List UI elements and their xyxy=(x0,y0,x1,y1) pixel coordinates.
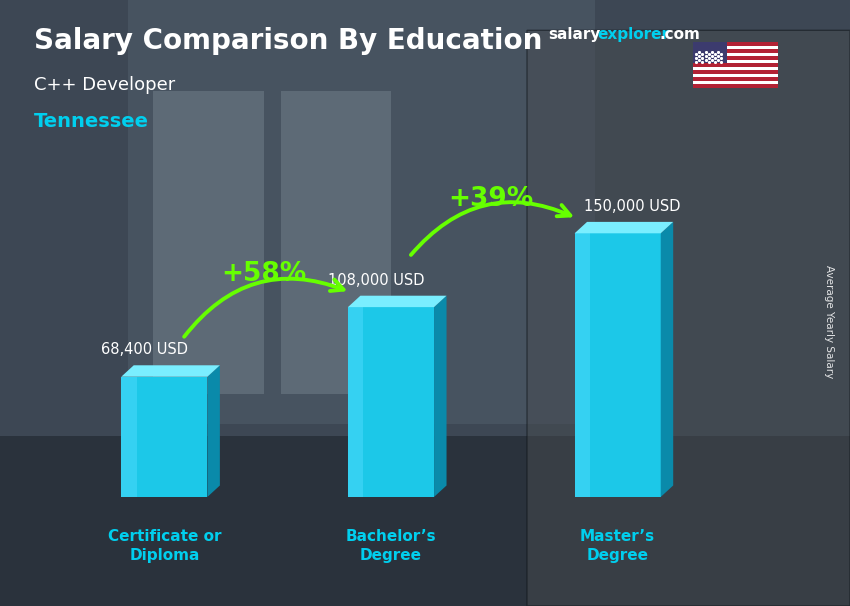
Text: Average Yearly Salary: Average Yearly Salary xyxy=(824,265,834,378)
Text: C++ Developer: C++ Developer xyxy=(34,76,175,94)
Bar xyxy=(693,74,778,78)
Bar xyxy=(693,84,778,88)
Bar xyxy=(693,81,778,84)
Polygon shape xyxy=(575,233,660,497)
Text: Master’s
Degree: Master’s Degree xyxy=(580,528,655,564)
Text: Tennessee: Tennessee xyxy=(34,112,149,131)
Bar xyxy=(693,42,727,64)
Polygon shape xyxy=(122,377,137,497)
Text: 68,400 USD: 68,400 USD xyxy=(101,342,188,358)
Text: +58%: +58% xyxy=(222,261,307,287)
Polygon shape xyxy=(348,307,434,497)
Bar xyxy=(693,56,778,60)
Bar xyxy=(128,0,595,424)
Polygon shape xyxy=(348,296,446,307)
Text: .com: .com xyxy=(660,27,700,42)
Polygon shape xyxy=(348,307,364,497)
Text: 108,000 USD: 108,000 USD xyxy=(327,273,424,288)
Bar xyxy=(693,46,778,50)
Bar xyxy=(153,91,264,394)
Bar xyxy=(0,436,850,606)
Polygon shape xyxy=(575,233,590,497)
Polygon shape xyxy=(122,377,207,497)
Text: +39%: +39% xyxy=(448,186,533,212)
Bar xyxy=(693,67,778,70)
Text: salary: salary xyxy=(548,27,601,42)
Bar xyxy=(693,53,778,56)
Polygon shape xyxy=(660,222,673,497)
Text: explorer: explorer xyxy=(598,27,670,42)
Text: Bachelor’s
Degree: Bachelor’s Degree xyxy=(346,528,436,564)
Bar xyxy=(280,91,391,394)
Bar xyxy=(693,50,778,53)
Text: 150,000 USD: 150,000 USD xyxy=(584,199,680,214)
Bar xyxy=(693,42,778,46)
FancyBboxPatch shape xyxy=(527,30,850,606)
Bar xyxy=(693,64,778,67)
Bar xyxy=(693,78,778,81)
Polygon shape xyxy=(122,365,220,377)
Polygon shape xyxy=(207,365,220,497)
Polygon shape xyxy=(434,296,446,497)
Bar xyxy=(693,60,778,64)
Text: Salary Comparison By Education: Salary Comparison By Education xyxy=(34,27,542,55)
Bar xyxy=(693,70,778,74)
Text: Certificate or
Diploma: Certificate or Diploma xyxy=(108,528,221,564)
Polygon shape xyxy=(575,222,673,233)
